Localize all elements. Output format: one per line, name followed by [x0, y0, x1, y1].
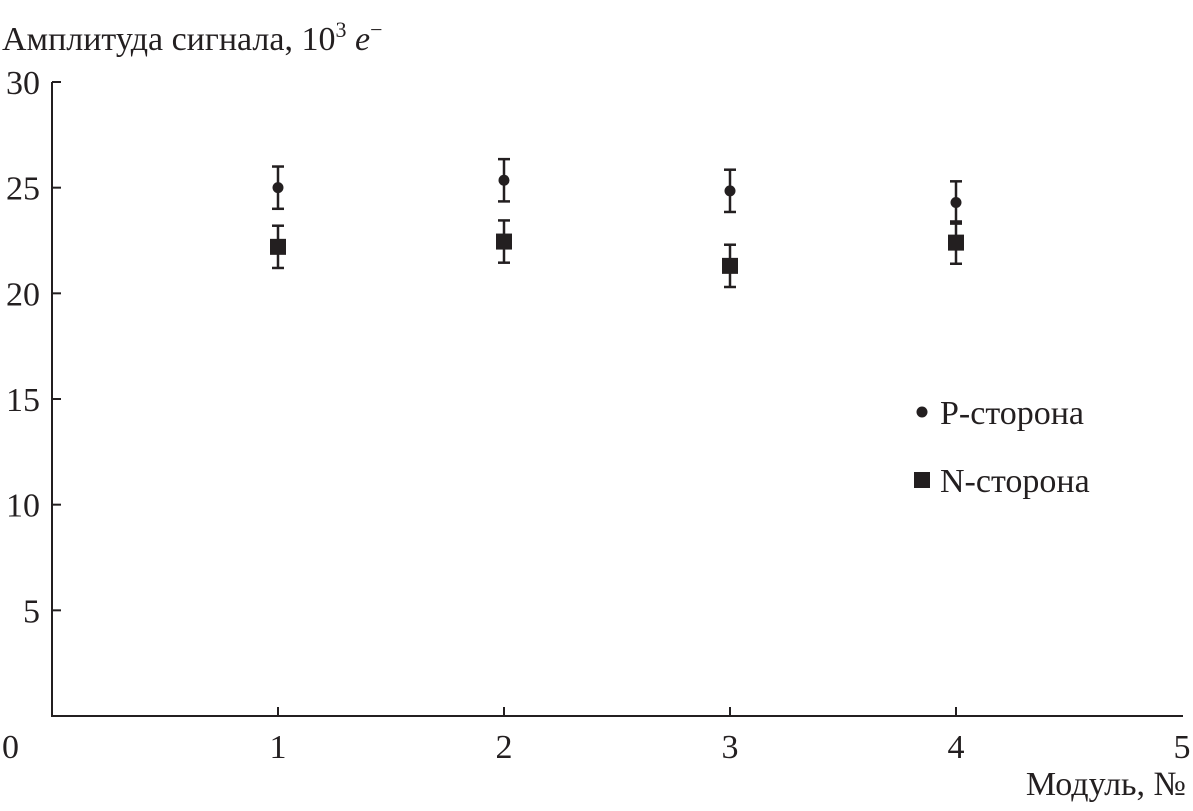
data-point: [724, 185, 736, 197]
x-tick-label: 5: [1174, 729, 1191, 766]
data-point: [498, 174, 510, 186]
x-tick-label: 0: [2, 729, 19, 766]
x-tick-label: 1: [270, 729, 287, 766]
legend-marker-square: [914, 472, 930, 488]
x-tick-label: 4: [948, 729, 965, 766]
y-tick-label: 25: [6, 171, 40, 208]
y-tick-label: 5: [23, 593, 40, 630]
data-point: [722, 257, 738, 274]
x-tick-label: 2: [496, 729, 513, 766]
data-point: [272, 182, 284, 194]
data-point: [270, 238, 286, 255]
y-axis-label: Амплитуда сигнала, 103 e−: [2, 17, 382, 58]
data-point: [950, 196, 962, 208]
series-p: [272, 157, 962, 225]
y-tick-label: 30: [6, 65, 40, 102]
y-tick-label: 20: [6, 276, 40, 313]
y-tick-label: 10: [6, 488, 40, 525]
legend-label: P-сторона: [940, 395, 1084, 432]
x-axis-label: Модуль, №: [1026, 766, 1186, 803]
data-point: [948, 234, 964, 251]
y-tick-label: 15: [6, 382, 40, 419]
data-point: [496, 233, 512, 250]
legend-marker-circle: [916, 406, 928, 418]
legend-label: N-сторона: [940, 463, 1090, 500]
series-n: [270, 219, 964, 289]
x-tick-label: 3: [722, 729, 739, 766]
